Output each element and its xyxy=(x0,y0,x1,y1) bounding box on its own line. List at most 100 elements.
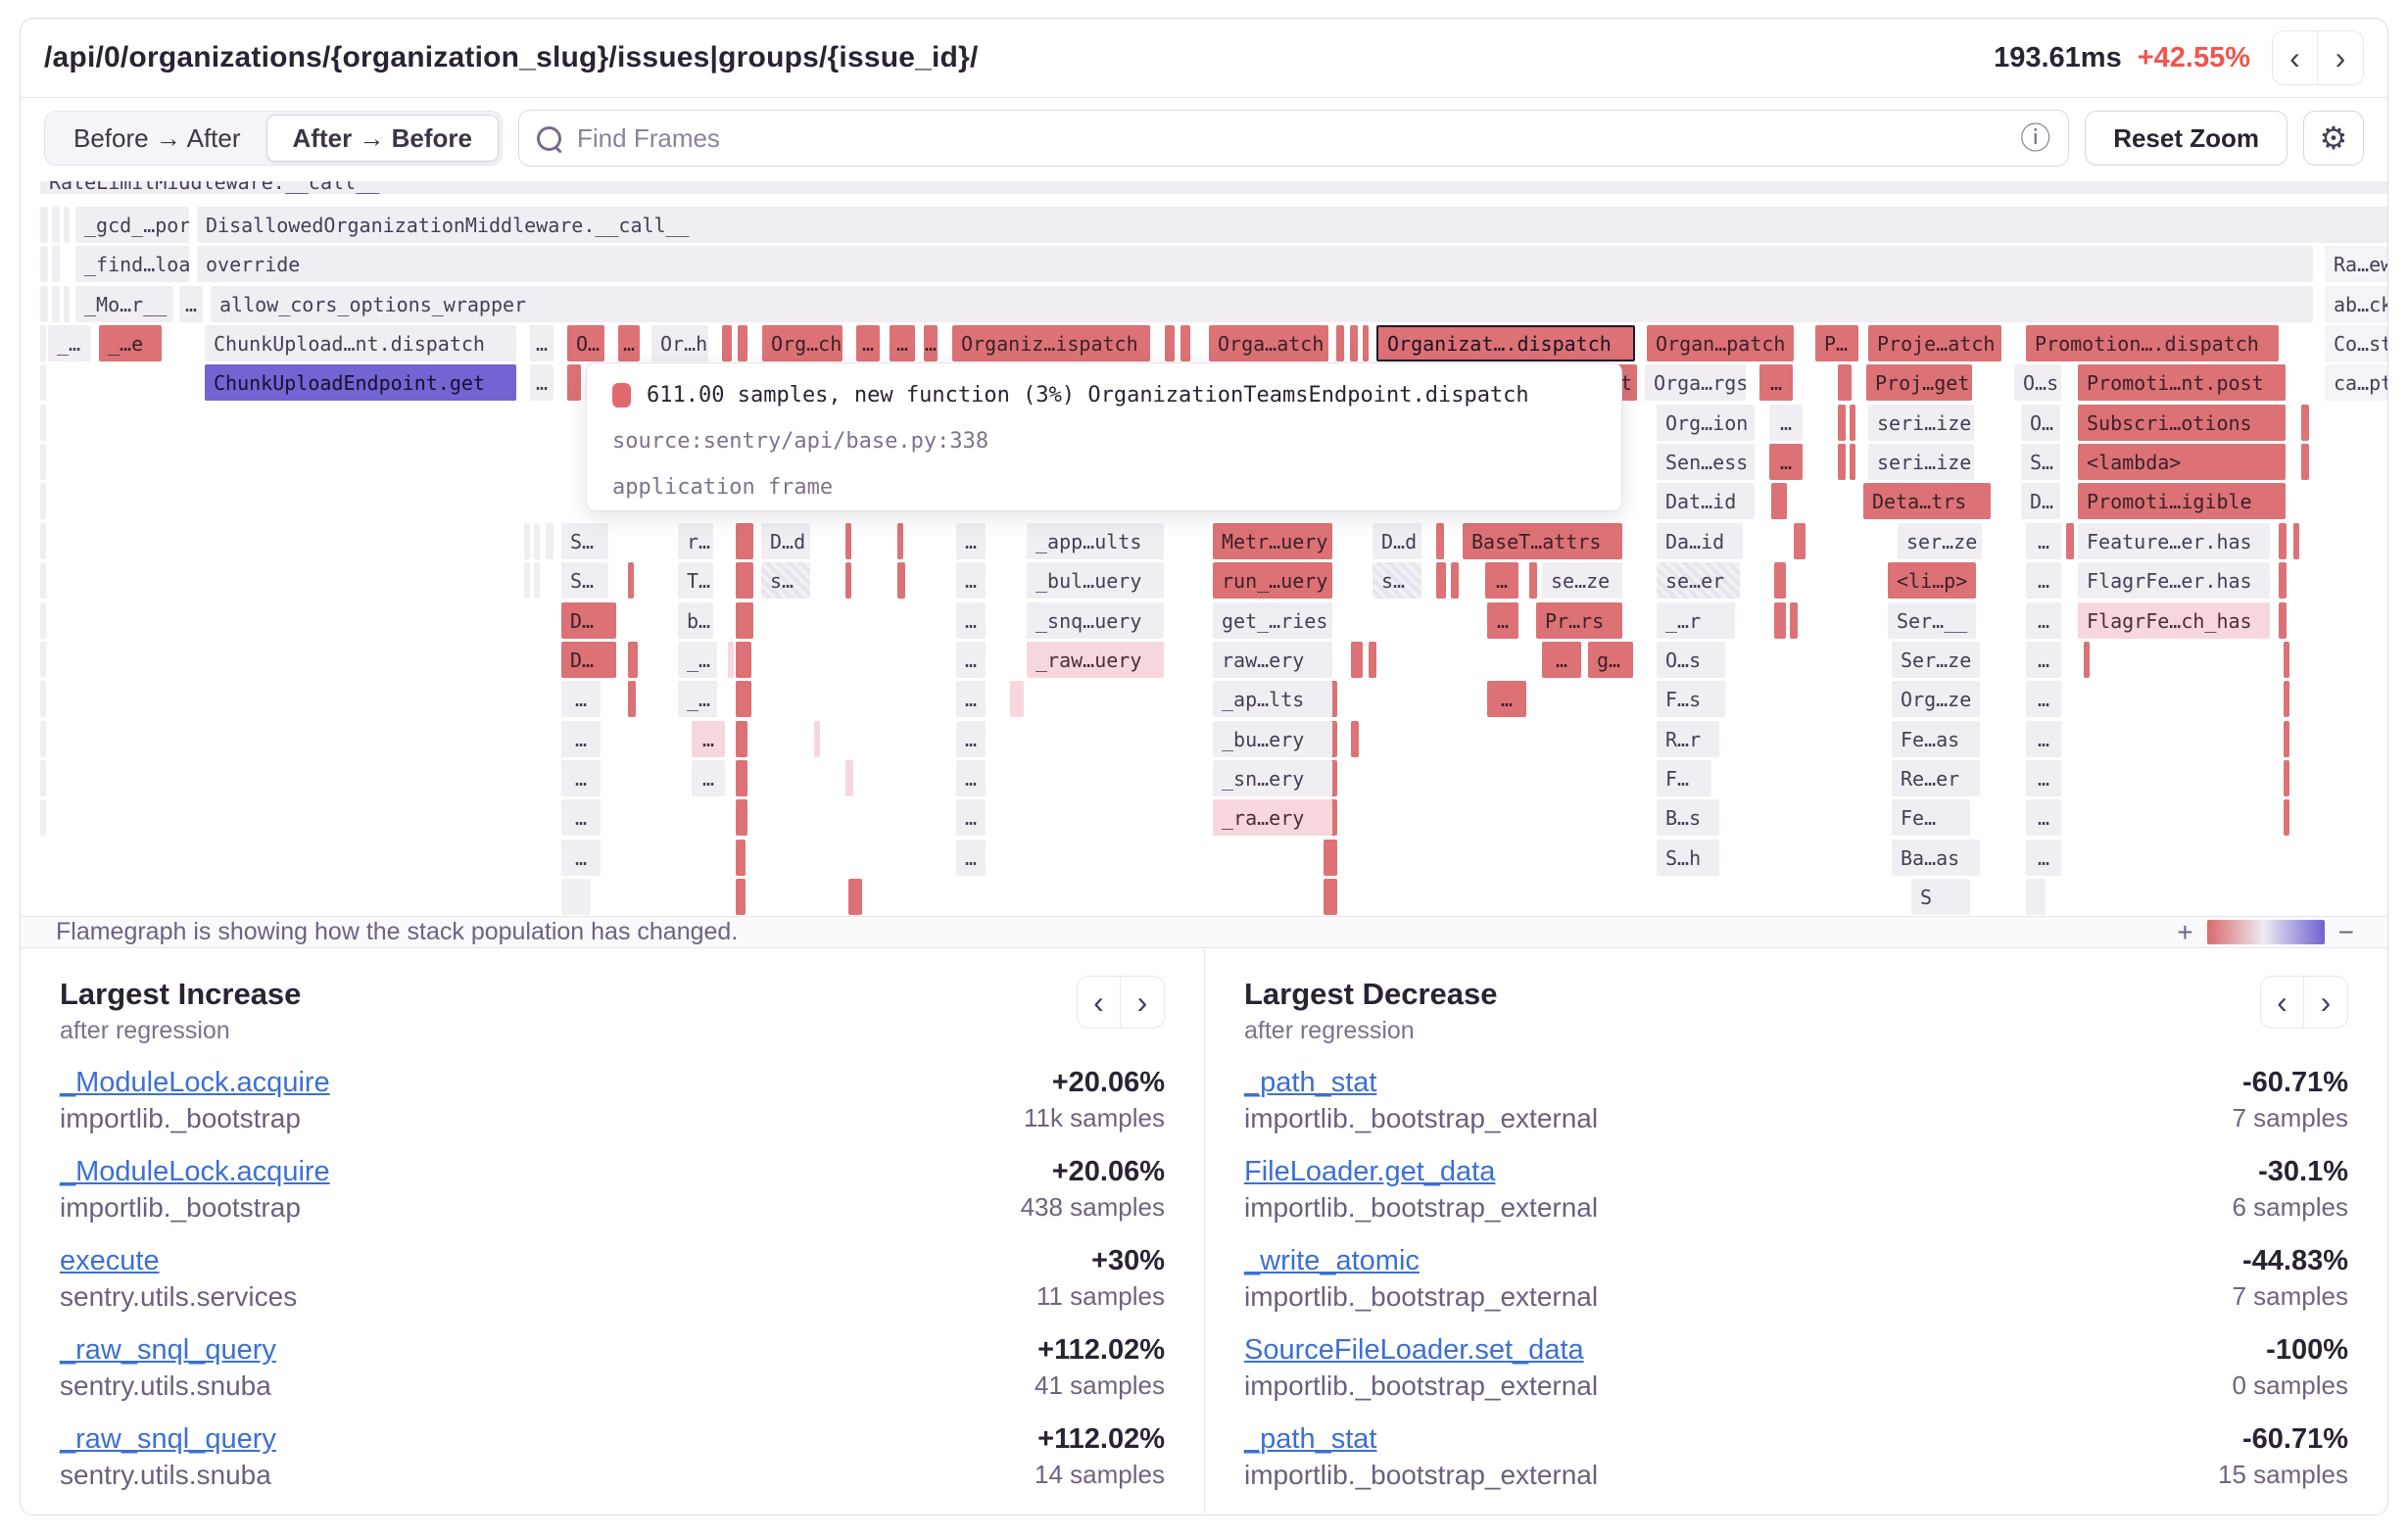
toggle-before-after[interactable]: Before → After xyxy=(73,122,241,153)
flame-cell[interactable] xyxy=(40,642,46,678)
flame-cell[interactable]: … xyxy=(1485,562,1518,599)
flame-cell[interactable]: B…s xyxy=(1657,799,1719,836)
flame-cell[interactable] xyxy=(40,444,46,480)
flame-cell[interactable] xyxy=(1351,642,1363,678)
flame-cell[interactable]: D… xyxy=(2021,483,2060,519)
flame-cell[interactable] xyxy=(738,325,747,361)
find-frames-search[interactable]: ⓘ xyxy=(518,110,2070,167)
function-link[interactable]: _write_atomic xyxy=(1244,1245,1420,1276)
flame-cell[interactable] xyxy=(524,523,530,559)
flame-cell[interactable] xyxy=(1774,562,1786,599)
flamegraph[interactable]: S… Ba…as S…h……… Fe… B…s _ra…ery……… Re…er F… _sn…… xyxy=(21,178,2387,916)
flame-cell[interactable]: O… xyxy=(2021,405,2060,441)
flame-cell[interactable]: S xyxy=(1911,879,1970,915)
flame-cell[interactable]: Co…st xyxy=(2325,325,2387,361)
flame-cell[interactable] xyxy=(1790,602,1798,639)
flame-cell[interactable]: … xyxy=(956,602,986,639)
flame-cell[interactable] xyxy=(2066,523,2074,559)
flame-cell[interactable]: Feature…er.has xyxy=(2078,523,2270,559)
flame-cell[interactable]: Orga…atch xyxy=(1209,325,1328,361)
flame-cell[interactable] xyxy=(2284,760,2289,796)
flame-cell[interactable] xyxy=(40,681,46,717)
flame-cell[interactable] xyxy=(1180,325,1190,361)
flame-cell[interactable] xyxy=(2279,562,2287,599)
flame-cell[interactable] xyxy=(1774,602,1786,639)
flame-cell[interactable]: RateLimitMiddleware.__call__ xyxy=(40,181,2387,194)
flame-cell[interactable]: … xyxy=(692,721,725,757)
flame-cell[interactable] xyxy=(2301,444,2309,480)
flame-cell[interactable] xyxy=(728,642,734,678)
flame-cell[interactable] xyxy=(40,325,46,361)
flame-cell[interactable]: Ser…ze xyxy=(1892,642,1980,678)
flame-cell[interactable] xyxy=(561,879,591,915)
flame-cell[interactable]: … xyxy=(1769,405,1803,441)
flame-cell[interactable]: … xyxy=(561,840,601,876)
flame-cell[interactable] xyxy=(2026,879,2046,915)
flame-cell[interactable]: _ap…lts xyxy=(1213,681,1332,717)
function-link[interactable]: execute xyxy=(60,1245,160,1276)
flame-cell[interactable] xyxy=(736,562,753,599)
flame-cell[interactable] xyxy=(1363,325,1369,361)
next-button[interactable]: › xyxy=(1121,977,1164,1028)
flame-cell[interactable] xyxy=(2284,721,2289,757)
flame-cell[interactable] xyxy=(1850,444,1855,480)
flame-cell[interactable] xyxy=(546,523,554,559)
prev-button[interactable]: ‹ xyxy=(2261,977,2304,1028)
flame-cell[interactable] xyxy=(1010,681,1024,717)
flame-cell[interactable]: Ser…__ xyxy=(1888,602,1976,639)
flame-cell[interactable]: R…r xyxy=(1657,721,1719,757)
flame-cell[interactable] xyxy=(524,562,530,599)
flame-cell[interactable] xyxy=(1529,562,1537,599)
flame-cell[interactable] xyxy=(1351,721,1359,757)
flame-cell[interactable]: _…r xyxy=(1657,602,1735,639)
flame-cell[interactable]: Promoti…nt.post xyxy=(2078,364,2286,401)
flame-cell[interactable]: _raw…uery xyxy=(1027,642,1164,678)
function-link[interactable]: FileLoader.get_data xyxy=(1244,1156,1496,1187)
flame-cell[interactable]: … xyxy=(956,721,986,757)
function-link[interactable]: _path_stat xyxy=(1244,1067,1377,1098)
flame-cell[interactable]: _… xyxy=(678,681,717,717)
toggle-after-before[interactable]: After → Before xyxy=(265,115,500,162)
flame-cell[interactable]: s… xyxy=(761,562,810,599)
flame-cell[interactable]: … xyxy=(956,523,986,559)
flame-cell[interactable]: … xyxy=(956,840,986,876)
flame-cell[interactable] xyxy=(1336,325,1344,361)
flame-cell[interactable]: … xyxy=(956,760,986,796)
flame-cell[interactable] xyxy=(40,799,46,836)
flame-cell[interactable]: Proj…get xyxy=(1866,364,1972,401)
flame-cell[interactable]: … xyxy=(1542,642,1581,678)
flame-cell[interactable] xyxy=(40,207,48,243)
flame-cell[interactable]: … xyxy=(530,325,554,361)
flame-cell[interactable]: S… xyxy=(561,562,608,599)
flame-cell[interactable]: _Mo…r__ xyxy=(75,286,173,322)
flame-cell[interactable] xyxy=(2279,523,2287,559)
flame-cell[interactable] xyxy=(736,760,747,796)
flame-cell[interactable]: Pr…rs xyxy=(1536,602,1622,639)
flame-cell[interactable]: … xyxy=(2026,523,2061,559)
flame-cell[interactable]: S… xyxy=(561,523,608,559)
flame-cell[interactable]: P… xyxy=(1815,325,1858,361)
flame-cell[interactable] xyxy=(1794,523,1806,559)
flame-cell[interactable]: <li…p> xyxy=(1888,562,1976,599)
flame-cell[interactable]: O…s xyxy=(1657,642,1725,678)
flame-cell[interactable]: raw…ery xyxy=(1213,642,1332,678)
flame-cell[interactable] xyxy=(897,562,905,599)
flame-cell[interactable]: D… xyxy=(561,602,616,639)
flame-cell[interactable]: Organiz…ispatch xyxy=(952,325,1150,361)
flame-cell[interactable] xyxy=(40,405,46,441)
flame-cell[interactable]: Ra…ew xyxy=(2325,246,2387,282)
flame-cell[interactable]: se…ze xyxy=(1542,562,1622,599)
flame-cell[interactable]: _snq…uery xyxy=(1027,602,1164,639)
flame-cell[interactable] xyxy=(52,246,60,282)
flame-cell[interactable]: ChunkUpload…nt.dispatch xyxy=(205,325,516,361)
flame-cell[interactable] xyxy=(534,523,540,559)
flame-cell[interactable] xyxy=(1838,364,1852,401)
flame-cell[interactable] xyxy=(848,879,862,915)
flame-cell[interactable]: _bu…ery xyxy=(1213,721,1332,757)
flame-cell[interactable]: Re…er xyxy=(1892,760,1980,796)
flame-cell[interactable] xyxy=(40,760,46,796)
flame-cell[interactable] xyxy=(736,840,746,876)
flame-cell[interactable] xyxy=(2084,642,2090,678)
flame-cell[interactable]: … xyxy=(561,681,601,717)
flame-cell[interactable]: … xyxy=(2026,799,2061,836)
